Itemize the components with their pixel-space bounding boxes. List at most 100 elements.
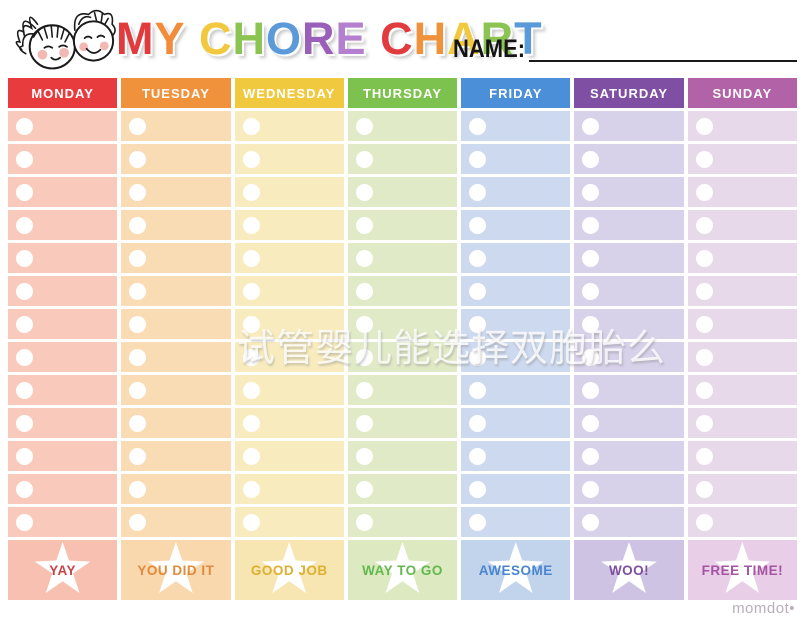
chore-checkbox-circle[interactable] xyxy=(582,447,600,465)
chore-checkbox-circle[interactable] xyxy=(469,315,487,333)
chore-cell xyxy=(574,111,684,141)
chore-checkbox-circle[interactable] xyxy=(129,282,147,300)
chore-cell xyxy=(574,276,684,306)
chore-checkbox-circle[interactable] xyxy=(242,414,260,432)
chore-checkbox-circle[interactable] xyxy=(355,150,373,168)
chore-checkbox-circle[interactable] xyxy=(582,150,600,168)
chore-checkbox-circle[interactable] xyxy=(582,513,600,531)
chore-checkbox-circle[interactable] xyxy=(695,315,713,333)
chore-checkbox-circle[interactable] xyxy=(242,447,260,465)
chore-checkbox-circle[interactable] xyxy=(16,513,33,531)
chore-checkbox-circle[interactable] xyxy=(695,150,713,168)
chore-checkbox-circle[interactable] xyxy=(129,513,147,531)
chore-checkbox-circle[interactable] xyxy=(16,348,33,366)
chore-checkbox-circle[interactable] xyxy=(355,414,373,432)
chore-checkbox-circle[interactable] xyxy=(582,414,600,432)
chore-checkbox-circle[interactable] xyxy=(129,150,147,168)
chore-checkbox-circle[interactable] xyxy=(355,282,373,300)
chore-checkbox-circle[interactable] xyxy=(129,183,147,201)
chore-checkbox-circle[interactable] xyxy=(695,249,713,267)
chore-checkbox-circle[interactable] xyxy=(355,183,373,201)
chore-checkbox-circle[interactable] xyxy=(469,414,487,432)
chore-checkbox-circle[interactable] xyxy=(582,117,600,135)
chore-checkbox-circle[interactable] xyxy=(129,414,147,432)
chore-checkbox-circle[interactable] xyxy=(695,183,713,201)
chore-checkbox-circle[interactable] xyxy=(16,447,33,465)
chore-checkbox-circle[interactable] xyxy=(16,315,33,333)
day-column-tuesday: TUESDAY YOU DID IT xyxy=(121,78,231,600)
chore-checkbox-circle[interactable] xyxy=(242,513,260,531)
chore-checkbox-circle[interactable] xyxy=(582,216,600,234)
chore-checkbox-circle[interactable] xyxy=(242,381,260,399)
chore-cell xyxy=(347,507,458,537)
name-input-line[interactable] xyxy=(528,32,797,62)
chore-checkbox-circle[interactable] xyxy=(355,513,373,531)
chore-checkbox-circle[interactable] xyxy=(16,381,33,399)
chore-checkbox-circle[interactable] xyxy=(695,381,713,399)
chore-checkbox-circle[interactable] xyxy=(695,447,713,465)
chore-checkbox-circle[interactable] xyxy=(695,117,713,135)
chore-checkbox-circle[interactable] xyxy=(16,216,33,234)
chore-checkbox-circle[interactable] xyxy=(469,447,487,465)
chore-checkbox-circle[interactable] xyxy=(242,117,260,135)
chore-checkbox-circle[interactable] xyxy=(582,348,600,366)
chore-checkbox-circle[interactable] xyxy=(469,249,487,267)
chore-checkbox-circle[interactable] xyxy=(129,249,147,267)
chore-checkbox-circle[interactable] xyxy=(695,480,713,498)
chore-checkbox-circle[interactable] xyxy=(582,381,600,399)
chore-checkbox-circle[interactable] xyxy=(582,282,600,300)
chore-checkbox-circle[interactable] xyxy=(355,348,373,366)
chore-checkbox-circle[interactable] xyxy=(129,216,147,234)
chore-checkbox-circle[interactable] xyxy=(129,315,147,333)
chore-checkbox-circle[interactable] xyxy=(469,381,487,399)
chore-checkbox-circle[interactable] xyxy=(582,183,600,201)
chore-checkbox-circle[interactable] xyxy=(16,117,33,135)
chore-cell xyxy=(574,342,684,372)
chore-checkbox-circle[interactable] xyxy=(582,249,600,267)
chore-checkbox-circle[interactable] xyxy=(355,315,373,333)
chore-checkbox-circle[interactable] xyxy=(469,282,487,300)
chore-checkbox-circle[interactable] xyxy=(242,480,260,498)
chore-checkbox-circle[interactable] xyxy=(16,150,33,168)
chore-checkbox-circle[interactable] xyxy=(695,414,713,432)
chore-checkbox-circle[interactable] xyxy=(695,216,713,234)
chore-checkbox-circle[interactable] xyxy=(16,282,33,300)
chore-checkbox-circle[interactable] xyxy=(129,381,147,399)
chore-checkbox-circle[interactable] xyxy=(355,117,373,135)
chore-checkbox-circle[interactable] xyxy=(16,249,33,267)
chore-checkbox-circle[interactable] xyxy=(16,480,33,498)
chore-checkbox-circle[interactable] xyxy=(242,150,260,168)
chore-checkbox-circle[interactable] xyxy=(129,447,147,465)
chore-checkbox-circle[interactable] xyxy=(242,249,260,267)
chore-checkbox-circle[interactable] xyxy=(582,480,600,498)
chore-checkbox-circle[interactable] xyxy=(129,117,147,135)
chore-checkbox-circle[interactable] xyxy=(242,282,260,300)
chore-checkbox-circle[interactable] xyxy=(355,249,373,267)
chore-checkbox-circle[interactable] xyxy=(469,348,487,366)
chore-checkbox-circle[interactable] xyxy=(355,216,373,234)
chore-checkbox-circle[interactable] xyxy=(129,348,147,366)
chore-checkbox-circle[interactable] xyxy=(242,216,260,234)
chore-checkbox-circle[interactable] xyxy=(355,447,373,465)
chore-checkbox-circle[interactable] xyxy=(469,117,487,135)
chore-checkbox-circle[interactable] xyxy=(469,183,487,201)
chore-checkbox-circle[interactable] xyxy=(16,414,33,432)
chore-checkbox-circle[interactable] xyxy=(469,480,487,498)
chore-checkbox-circle[interactable] xyxy=(469,513,487,531)
chore-checkbox-circle[interactable] xyxy=(695,282,713,300)
chore-checkbox-circle[interactable] xyxy=(16,183,33,201)
chore-checkbox-circle[interactable] xyxy=(695,348,713,366)
chore-checkbox-circle[interactable] xyxy=(695,513,713,531)
chore-checkbox-circle[interactable] xyxy=(355,381,373,399)
chore-checkbox-circle[interactable] xyxy=(129,480,147,498)
chore-checkbox-circle[interactable] xyxy=(242,315,260,333)
title-letter: H xyxy=(232,13,267,64)
chore-checkbox-circle[interactable] xyxy=(242,348,260,366)
chore-checkbox-circle[interactable] xyxy=(242,183,260,201)
chore-checkbox-circle[interactable] xyxy=(469,216,487,234)
kids-illustration xyxy=(15,9,116,70)
chore-checkbox-circle[interactable] xyxy=(469,150,487,168)
chore-cell xyxy=(8,177,118,207)
chore-checkbox-circle[interactable] xyxy=(582,315,600,333)
chore-checkbox-circle[interactable] xyxy=(355,480,373,498)
